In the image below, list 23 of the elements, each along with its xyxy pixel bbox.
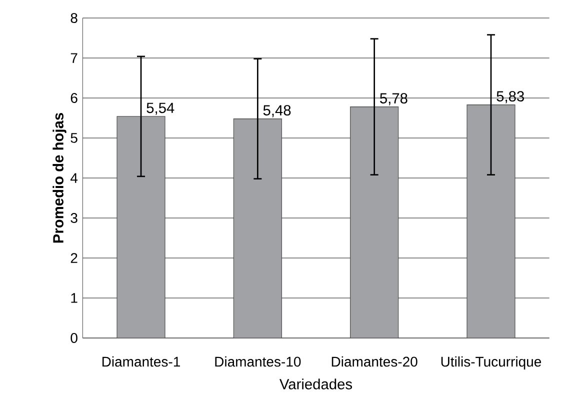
bar [233, 118, 282, 338]
y-tick-label: 8 [70, 13, 78, 23]
y-tick-label: 2 [70, 253, 78, 263]
x-tick-label: Utilis-Tucurrique [441, 356, 542, 370]
y-tick-label: 5 [70, 133, 78, 143]
y-tick-label: 4 [70, 173, 78, 183]
y-tick-label: 6 [70, 93, 78, 103]
y-tick-label: 3 [70, 213, 78, 223]
data-label: 5,78 [380, 93, 408, 106]
x-tick-label: Diamantes-10 [215, 356, 301, 367]
bar [116, 116, 166, 338]
bar [350, 106, 399, 338]
bar [466, 104, 516, 338]
y-tick-label: 7 [70, 53, 78, 63]
x-tick-label: Diamantes-20 [332, 356, 418, 367]
data-label: 5,54 [146, 102, 174, 115]
y-tick-label: 0 [70, 333, 78, 343]
y-tick-label: 1 [71, 293, 78, 303]
data-label: 5,83 [496, 91, 524, 104]
data-label: 5,48 [263, 105, 291, 118]
y-axis-title: Promedio de hojas [52, 113, 66, 243]
x-tick-label: Diamantes-1 [102, 356, 180, 367]
x-axis-title: Variedades [280, 378, 352, 390]
